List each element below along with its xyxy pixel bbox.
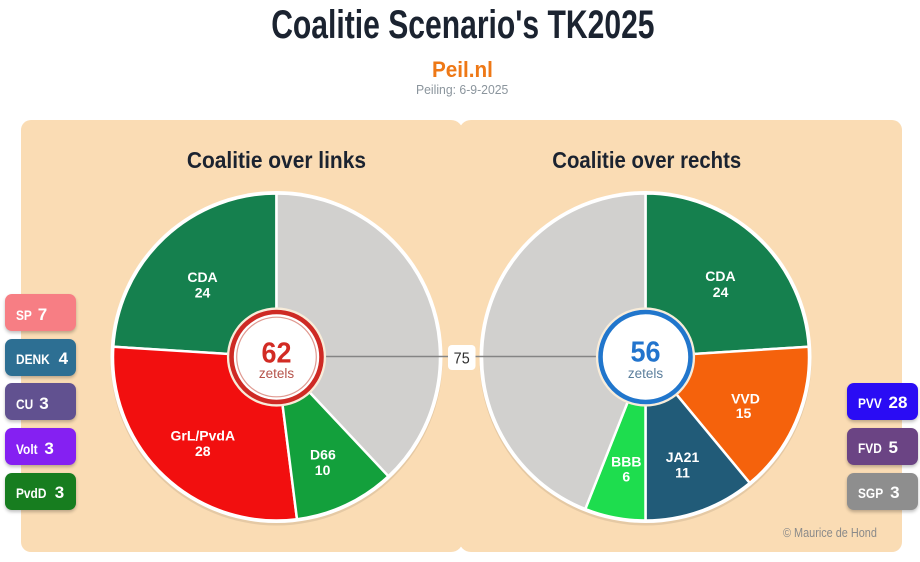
svg-text:CDA: CDA	[705, 268, 735, 284]
svg-text:VVD: VVD	[731, 390, 760, 406]
svg-text:zetels: zetels	[628, 366, 664, 381]
svg-text:24: 24	[195, 285, 211, 301]
svg-text:GrL/PvdA: GrL/PvdA	[171, 428, 236, 444]
svg-text:75: 75	[454, 350, 470, 368]
svg-text:D66: D66	[310, 447, 336, 463]
svg-text:28: 28	[195, 443, 211, 459]
svg-text:BBB: BBB	[611, 454, 641, 470]
svg-text:56: 56	[630, 336, 660, 368]
svg-text:15: 15	[736, 405, 752, 421]
svg-text:JA21: JA21	[666, 449, 700, 465]
svg-text:6: 6	[622, 468, 630, 484]
svg-text:11: 11	[675, 465, 690, 481]
svg-text:10: 10	[315, 462, 331, 478]
svg-text:24: 24	[713, 284, 729, 300]
svg-text:62: 62	[261, 337, 291, 369]
svg-text:CDA: CDA	[187, 269, 217, 285]
svg-text:zetels: zetels	[259, 366, 295, 381]
